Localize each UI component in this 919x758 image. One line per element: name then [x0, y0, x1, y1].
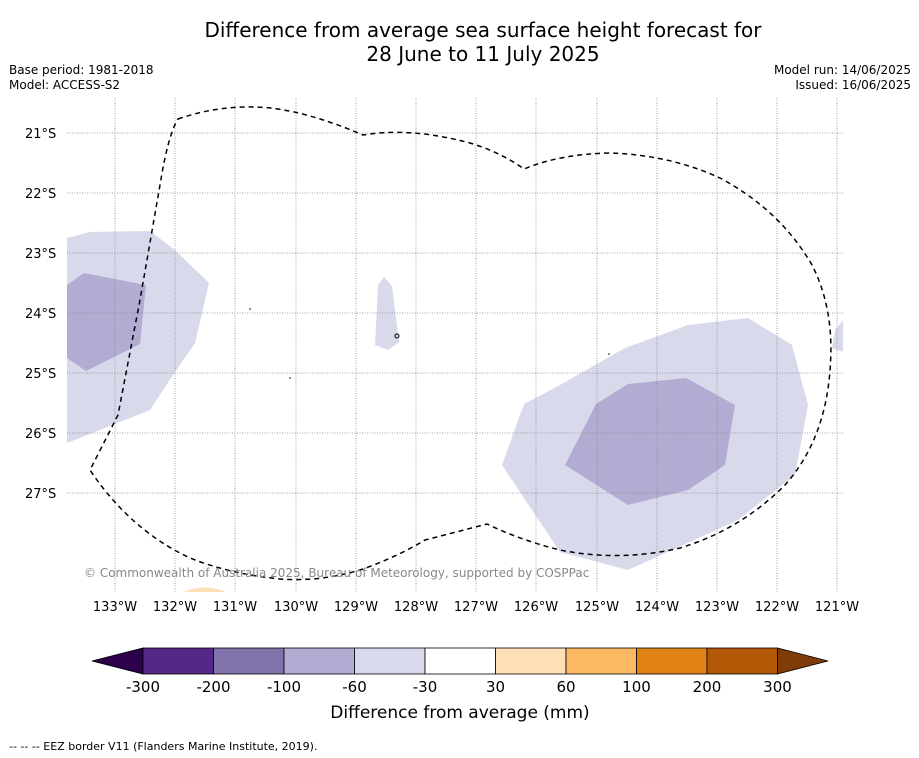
colorbar-tick-label: -300	[125, 678, 161, 696]
island-marker	[608, 353, 610, 355]
eez-border	[89, 106, 832, 581]
lat-label: 24°S	[25, 307, 56, 322]
anomaly-edge-light	[832, 320, 843, 352]
meta-left: Base period: 1981-2018 Model: ACCESS-S2	[9, 63, 154, 93]
anomaly-center-light	[375, 277, 399, 350]
base-period: Base period: 1981-2018	[9, 63, 154, 77]
anomaly-east-dark	[565, 378, 735, 505]
islands	[249, 308, 610, 379]
lon-label: 129°W	[334, 600, 378, 615]
lat-label: 27°S	[25, 487, 56, 502]
colorbar-segment	[565, 647, 637, 675]
lon-label: 128°W	[394, 600, 438, 615]
copyright-notice: © Commonwealth of Australia 2025, Bureau…	[84, 566, 590, 580]
eez-footnote: -- -- -- EEZ border V11 (Flanders Marine…	[9, 740, 318, 753]
lon-label: 124°W	[635, 600, 679, 615]
island-marker	[289, 377, 291, 379]
lat-labels: 21°S 22°S 23°S 24°S 25°S 26°S 27°S	[25, 127, 56, 502]
lon-label: 130°W	[274, 600, 318, 615]
lat-label: 26°S	[25, 427, 56, 442]
anomaly-west-dark	[67, 273, 146, 371]
colorbar-tick-label: 200	[692, 678, 722, 696]
colorbar-segment	[424, 647, 496, 675]
colorbar-segment	[142, 647, 214, 675]
colorbar-segment	[283, 647, 355, 675]
colorbar-tick-label: -200	[196, 678, 231, 696]
colorbar-tick-label: 60	[556, 678, 576, 696]
title-line-1: Difference from average sea surface heig…	[204, 18, 762, 42]
lon-label: 127°W	[454, 600, 498, 615]
anomaly-positive-small	[183, 587, 226, 592]
colorbar-segment	[706, 647, 778, 675]
meta-right: Model run: 14/06/2025 Issued: 16/06/2025	[774, 63, 911, 93]
lat-label: 25°S	[25, 367, 56, 382]
colorbar	[91, 647, 829, 675]
anomaly-fills	[67, 231, 843, 592]
colorbar-tick-label: 100	[622, 678, 651, 696]
gridlines	[67, 98, 843, 592]
title-line-2: 28 June to 11 July 2025	[366, 42, 600, 66]
lon-label: 131°W	[213, 600, 257, 615]
colorbar-tick-label: -30	[412, 678, 438, 696]
colorbar-segment	[354, 647, 426, 675]
colorbar-segment	[495, 647, 567, 675]
lon-label: 121°W	[815, 600, 859, 615]
chart-title: Difference from average sea surface heig…	[0, 18, 919, 66]
colorbar-extend-high	[777, 647, 829, 675]
lon-label: 133°W	[93, 600, 137, 615]
island-marker	[394, 333, 400, 339]
lon-label: 126°W	[514, 600, 558, 615]
colorbar-segment	[213, 647, 285, 675]
colorbar-segment	[636, 647, 708, 675]
lat-label: 21°S	[25, 127, 56, 142]
colorbar-title: Difference from average (mm)	[330, 703, 590, 723]
lat-label: 22°S	[25, 187, 56, 202]
issued-date: Issued: 16/06/2025	[795, 78, 911, 92]
lon-label: 125°W	[575, 600, 619, 615]
island-marker	[249, 308, 251, 310]
model-name: Model: ACCESS-S2	[9, 78, 121, 92]
colorbar-tick-label: -100	[266, 678, 302, 696]
lon-label: 122°W	[755, 600, 799, 615]
lat-label: 23°S	[25, 247, 56, 262]
model-run: Model run: 14/06/2025	[773, 63, 911, 77]
lon-label: 123°W	[695, 600, 739, 615]
colorbar-tick-label: 30	[485, 678, 506, 696]
lon-label: 132°W	[153, 600, 197, 615]
colorbar-tick-label: 300	[763, 678, 792, 696]
colorbar-extend-low	[91, 647, 144, 675]
colorbar-tick-label: -60	[342, 678, 367, 696]
lon-labels: 133°W 132°W 131°W 130°W 129°W 128°W 127°…	[93, 600, 859, 615]
